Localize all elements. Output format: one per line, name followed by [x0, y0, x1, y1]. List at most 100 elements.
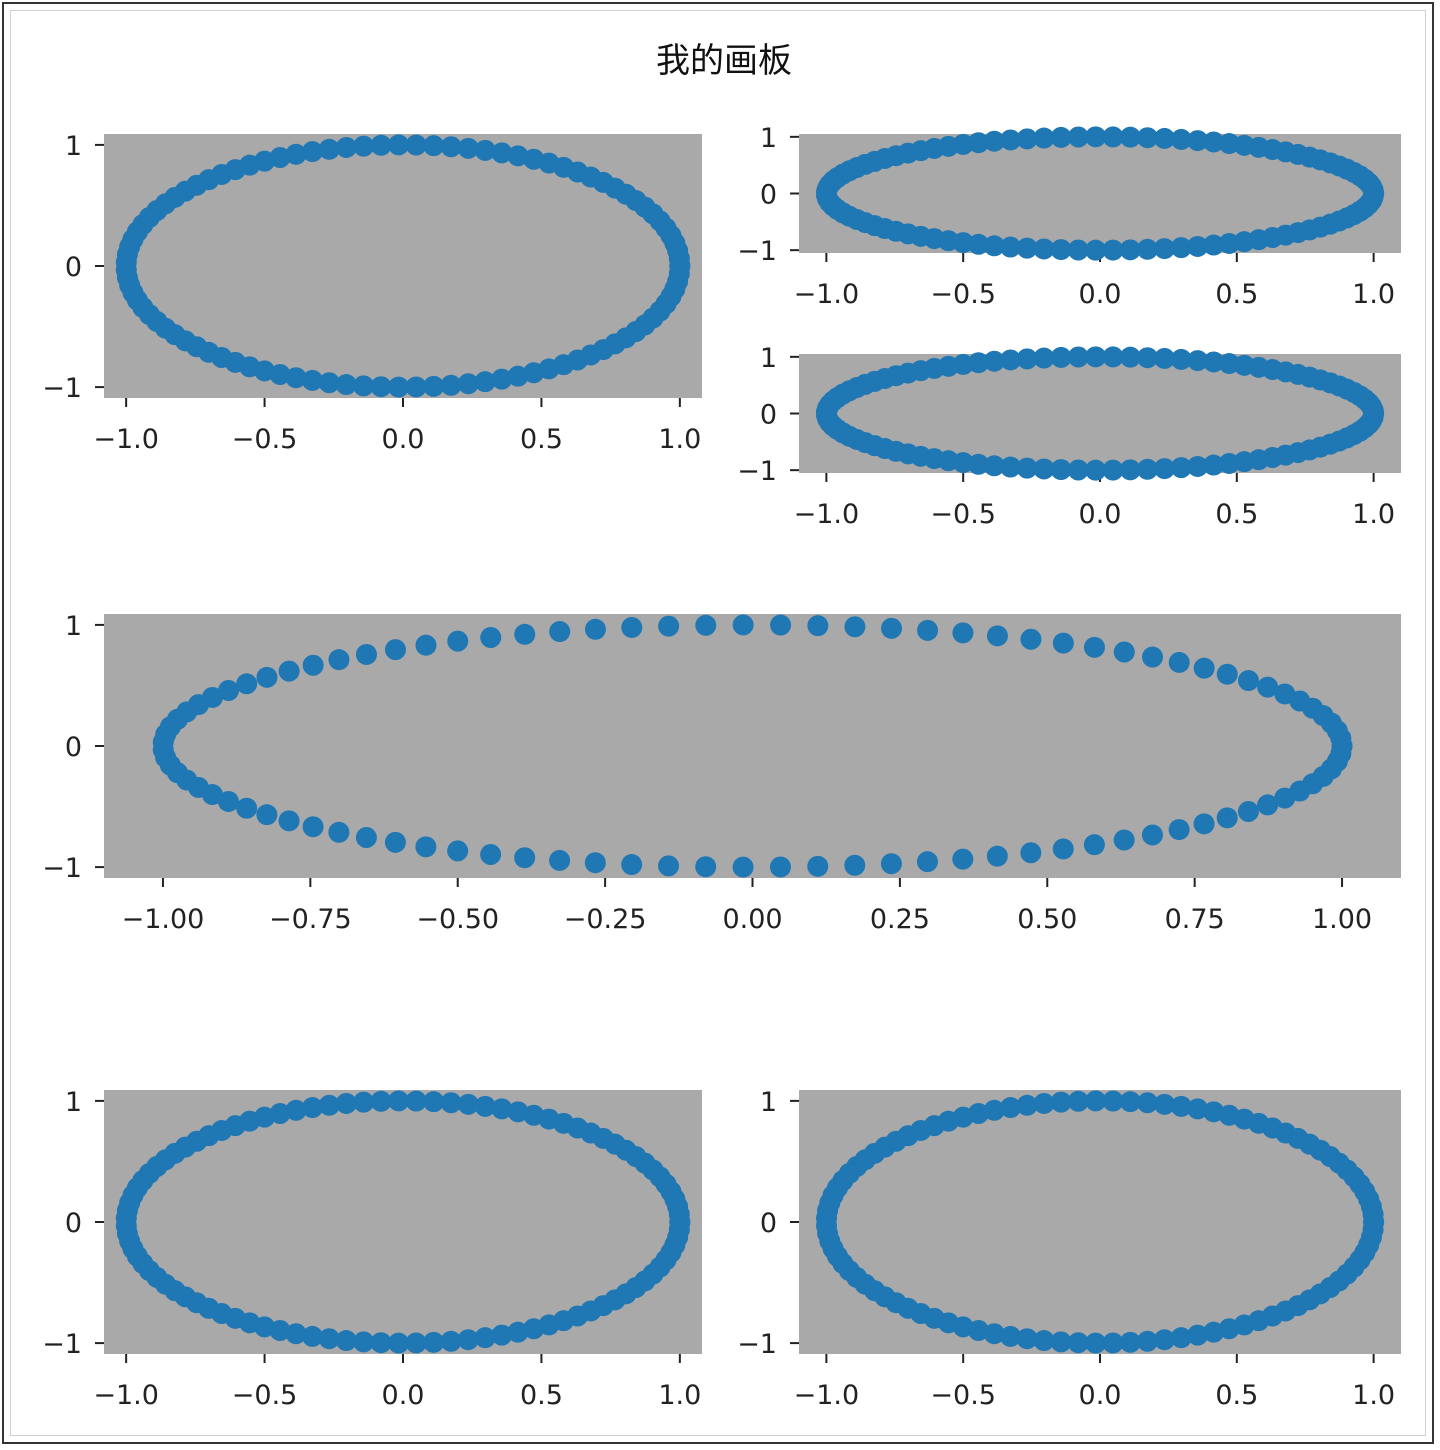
data-point [1020, 842, 1042, 864]
data-point [384, 639, 406, 661]
data-point [1193, 657, 1215, 679]
axes-middle: −1.00 −0.75 −0.50 −0.25 0.00 0.25 0.50 0.75 1.00… [42, 611, 1401, 935]
data-point [1218, 133, 1240, 155]
data-point [880, 853, 902, 875]
data-point [621, 854, 643, 876]
data-point [491, 1324, 513, 1346]
data-point [1050, 126, 1072, 148]
y-tick-label: −1 [42, 373, 82, 404]
data-point [1170, 128, 1192, 150]
data-point [1203, 131, 1225, 153]
x-tick-label: −0.25 [564, 904, 647, 935]
x-tick-label: 1.0 [1352, 279, 1395, 310]
x-tick-label: −1.0 [93, 1380, 159, 1411]
data-point [370, 1090, 392, 1112]
x-tick-label: 1.0 [658, 1380, 701, 1411]
data-point [423, 375, 445, 397]
figure-inner-border [10, 10, 1426, 1436]
data-point [201, 784, 223, 806]
data-point [1119, 1091, 1141, 1113]
data-point [256, 666, 278, 688]
data-point [621, 616, 643, 638]
data-point [983, 350, 1005, 372]
data-point [1187, 455, 1209, 477]
data-point [968, 132, 990, 154]
x-tick-label: 1.0 [658, 424, 701, 455]
data-point [1154, 347, 1176, 369]
data-point [1153, 238, 1175, 260]
data-point [218, 679, 240, 701]
axes-top-right-lower: −1.0 −0.5 0.0 0.5 1.0 1 0 −1 [737, 343, 1401, 530]
data-point [1136, 458, 1158, 480]
data-point [285, 143, 307, 165]
data-point [669, 1211, 691, 1233]
data-point [968, 352, 990, 374]
data-point [1203, 351, 1225, 373]
data-point [770, 614, 792, 636]
data-point [1216, 663, 1238, 685]
x-tick-label: 0.0 [382, 1380, 425, 1411]
data-point [523, 148, 545, 170]
x-tick-label: 0.0 [1079, 1380, 1122, 1411]
data-point [1067, 239, 1089, 261]
plot-area [104, 614, 1401, 878]
y-tick-label: −1 [42, 853, 82, 884]
data-point [549, 621, 571, 643]
data-point [986, 625, 1008, 647]
data-point [491, 142, 513, 164]
x-tick-label: 0.5 [1215, 279, 1258, 310]
data-point [844, 616, 866, 638]
data-point [769, 856, 791, 878]
data-point [999, 236, 1021, 258]
data-point [952, 848, 974, 870]
y-tick-label: 1 [760, 123, 777, 154]
data-point [1050, 239, 1072, 261]
data-point [236, 673, 258, 695]
data-point [1052, 838, 1074, 860]
x-tick-label: 0.25 [870, 904, 930, 935]
data-point [1085, 239, 1107, 261]
data-point [967, 1319, 989, 1341]
data-point [1203, 454, 1225, 476]
data-point [658, 615, 680, 637]
data-point [1113, 829, 1135, 851]
data-point [491, 1098, 513, 1120]
data-point [1119, 126, 1141, 148]
data-point [1033, 347, 1055, 369]
data-point [1193, 813, 1215, 835]
y-tick-label: 0 [760, 180, 777, 211]
data-point [1136, 1330, 1158, 1352]
data-point [1016, 348, 1038, 370]
data-point [269, 1319, 291, 1341]
y-tick-label: 0 [760, 400, 777, 431]
data-point [328, 649, 350, 671]
x-tick-label: −0.5 [232, 424, 298, 455]
data-point [1136, 238, 1158, 260]
x-tick-label: 0.5 [520, 424, 563, 455]
data-point [916, 851, 938, 873]
data-point [983, 130, 1005, 152]
data-point [285, 367, 307, 389]
data-point [457, 137, 479, 159]
data-point [1141, 824, 1163, 846]
data-point [388, 1332, 410, 1354]
x-tick-label: −0.50 [416, 904, 499, 935]
data-point [881, 617, 903, 639]
data-point [1203, 234, 1225, 256]
x-tick-label: −0.75 [269, 904, 352, 935]
data-point [1102, 346, 1124, 368]
data-point [1187, 1098, 1209, 1120]
data-point [1170, 1327, 1192, 1349]
data-point [1085, 1090, 1107, 1112]
data-point [732, 614, 754, 636]
x-tick-label: 0.5 [1215, 499, 1258, 530]
data-point [388, 376, 410, 398]
data-point [457, 1093, 479, 1115]
x-tick-label: 0.0 [1079, 499, 1122, 530]
data-point [1000, 1097, 1022, 1119]
x-tick-label: 0.75 [1165, 904, 1225, 935]
x-tick-label: 1.0 [1352, 499, 1395, 530]
data-point [549, 849, 571, 871]
y-tick-label: −1 [737, 236, 777, 267]
